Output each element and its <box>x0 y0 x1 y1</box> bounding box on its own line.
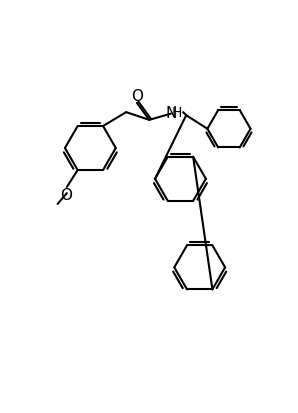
Text: O: O <box>131 88 143 103</box>
Text: N: N <box>166 105 177 120</box>
Text: O: O <box>60 188 72 203</box>
Text: H: H <box>172 106 182 120</box>
